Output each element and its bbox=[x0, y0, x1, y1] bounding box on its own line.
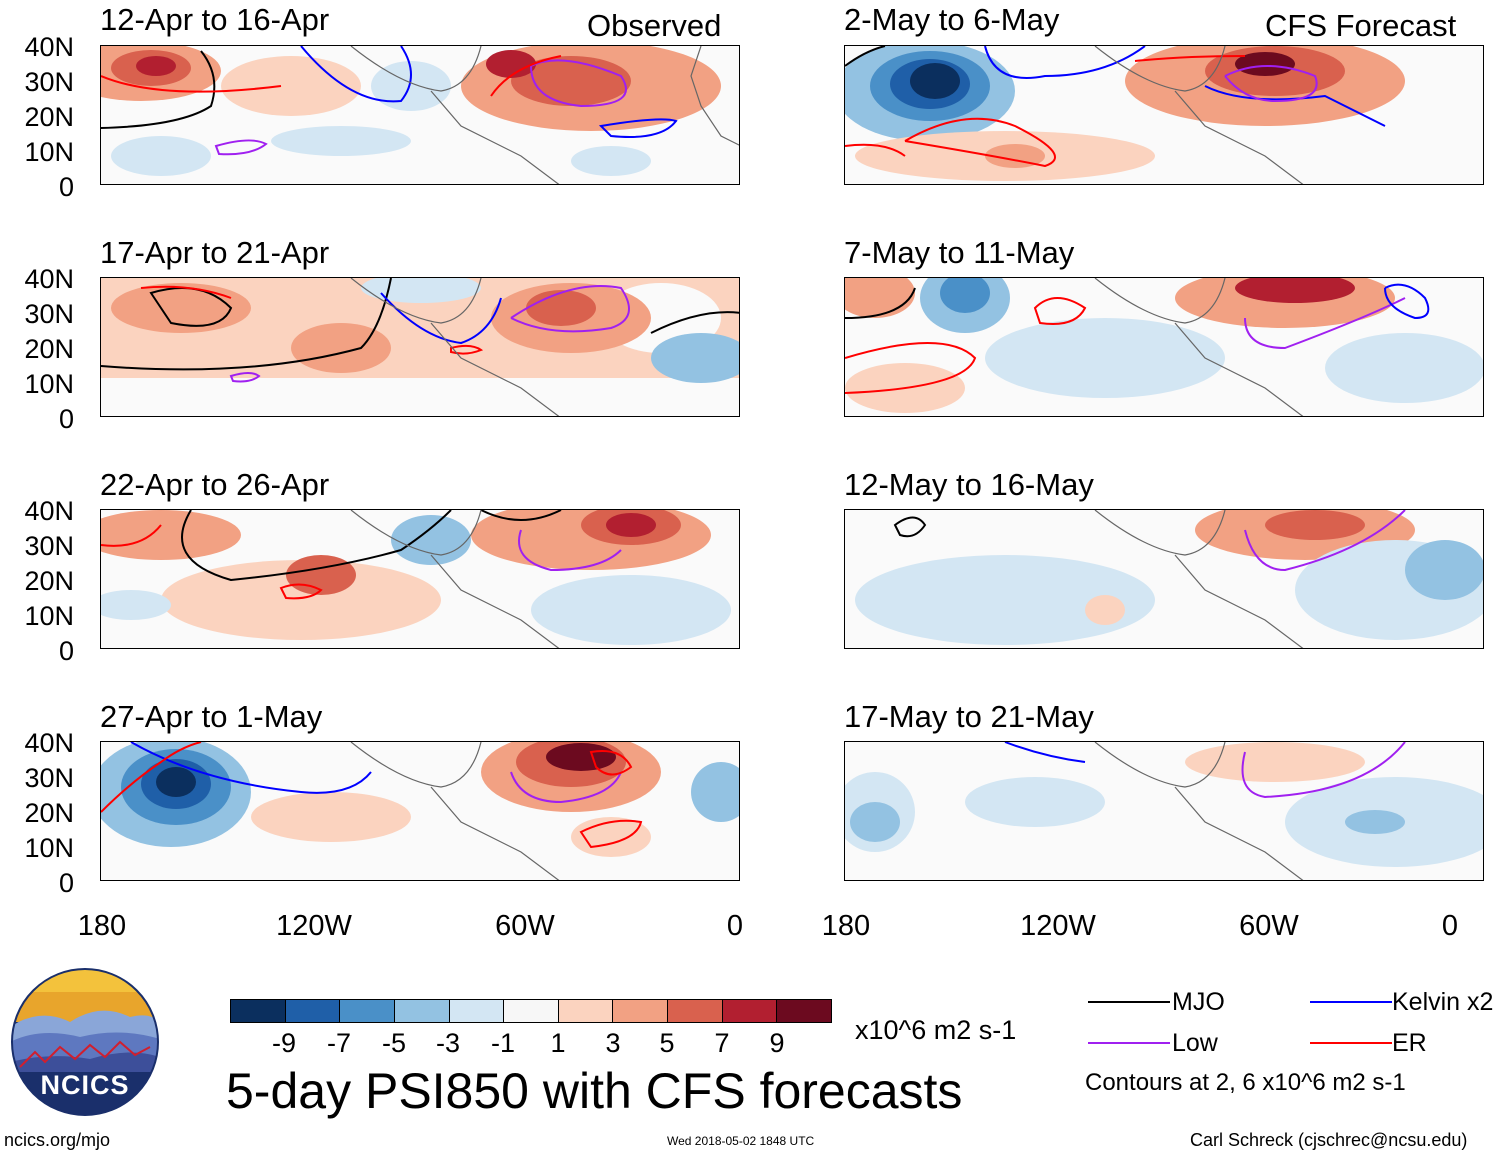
lon-label-observed-0: 0 bbox=[726, 910, 744, 942]
lon-label-forecast-120w: 120W bbox=[1020, 910, 1096, 942]
legend-label-low: Low bbox=[1172, 1029, 1218, 1057]
legend-note: Contours at 2, 6 x10^6 m2 s-1 bbox=[1085, 1069, 1406, 1096]
colorbar-swatch bbox=[558, 1000, 614, 1022]
lat-label: 10N bbox=[24, 137, 74, 167]
colorbar-tick: 3 bbox=[605, 1028, 621, 1058]
colorbar-swatch bbox=[722, 1000, 778, 1022]
forecast-panel-2-title: 7-May to 11-May bbox=[844, 235, 1075, 270]
figure-title: 5-day PSI850 with CFS forecasts bbox=[226, 1063, 963, 1119]
colorbar-swatch bbox=[504, 1000, 559, 1022]
legend-line-mjo bbox=[1088, 1001, 1170, 1003]
colorbar-tick: -9 bbox=[271, 1028, 296, 1058]
forecast-map-2 bbox=[844, 277, 1484, 417]
observed-panel-3-title: 22-Apr to 26-Apr bbox=[100, 467, 330, 502]
forecast-panel-4-title: 17-May to 21-May bbox=[844, 699, 1094, 734]
colorbar-swatch bbox=[340, 1000, 395, 1022]
colorbar bbox=[230, 999, 832, 1023]
lat-label: 0 bbox=[58, 172, 74, 202]
colorbar-tick: -3 bbox=[435, 1028, 460, 1058]
lon-label-forecast-60w: 60W bbox=[1239, 910, 1299, 942]
colorbar-swatch bbox=[394, 1000, 450, 1022]
lat-label: 20N bbox=[24, 566, 74, 596]
lat-label: 10N bbox=[24, 369, 74, 399]
colorbar-swatch bbox=[668, 1000, 723, 1022]
forecast-map-3 bbox=[844, 509, 1484, 649]
lat-label: 0 bbox=[58, 404, 74, 434]
colorbar-tick: -1 bbox=[490, 1028, 515, 1058]
lat-label: 0 bbox=[58, 636, 74, 666]
colorbar-swatch bbox=[231, 1000, 286, 1022]
forecast-map-1 bbox=[844, 45, 1484, 185]
footer-credit: Carl Schreck (cjschrec@ncsu.edu) bbox=[1190, 1130, 1468, 1150]
lat-label: 20N bbox=[24, 102, 74, 132]
lat-label: 20N bbox=[24, 798, 74, 828]
lat-label: 40N bbox=[24, 32, 74, 62]
ncics-logo: NCICS bbox=[10, 967, 160, 1117]
legend-line-kelvin bbox=[1310, 1001, 1392, 1003]
legend-label-er: ER bbox=[1392, 1029, 1427, 1057]
lat-label: 30N bbox=[24, 299, 74, 329]
colorbar-units: x10^6 m2 s-1 bbox=[855, 1015, 1017, 1045]
observed-map-3 bbox=[100, 509, 740, 649]
forecast-panel-3-title: 12-May to 16-May bbox=[844, 467, 1094, 502]
observed-map-4 bbox=[100, 741, 740, 881]
lon-label-forecast-180: 180 bbox=[821, 910, 871, 942]
forecast-panel-1-title: 2-May to 6-May bbox=[844, 2, 1060, 37]
legend-label-kelvin: Kelvin x2 bbox=[1392, 988, 1494, 1016]
colorbar-tick: 9 bbox=[769, 1028, 785, 1058]
colorbar-swatch bbox=[285, 1000, 341, 1022]
observed-map-1 bbox=[100, 45, 740, 185]
observed-map-2 bbox=[100, 277, 740, 417]
legend-label-mjo: MJO bbox=[1172, 988, 1225, 1016]
colorbar-tick: -7 bbox=[326, 1028, 351, 1058]
lat-label: 30N bbox=[24, 763, 74, 793]
logo-text: NCICS bbox=[40, 1070, 130, 1100]
colorbar-tick: 1 bbox=[550, 1028, 566, 1058]
lat-label: 0 bbox=[58, 868, 74, 898]
lat-label: 40N bbox=[24, 728, 74, 758]
lon-label-observed-120w: 120W bbox=[276, 910, 352, 942]
legend-line-low bbox=[1088, 1042, 1170, 1044]
colorbar-tick: 5 bbox=[659, 1028, 675, 1058]
footer-timestamp: Wed 2018-05-02 1848 UTC bbox=[667, 1134, 815, 1148]
lon-label-observed-180: 180 bbox=[77, 910, 127, 942]
colorbar-swatch bbox=[777, 1000, 832, 1022]
lat-label: 10N bbox=[24, 833, 74, 863]
colorbar-swatch bbox=[613, 1000, 669, 1022]
lon-label-observed-60w: 60W bbox=[495, 910, 555, 942]
colorbar-tick: -5 bbox=[381, 1028, 406, 1058]
lat-label: 10N bbox=[24, 601, 74, 631]
forecast-map-4 bbox=[844, 741, 1484, 881]
colorbar-swatch bbox=[449, 1000, 505, 1022]
forecast-header: CFS Forecast bbox=[1265, 8, 1457, 43]
observed-panel-2-title: 17-Apr to 21-Apr bbox=[100, 235, 330, 270]
observed-panel-4-title: 27-Apr to 1-May bbox=[100, 699, 323, 734]
lat-label: 30N bbox=[24, 67, 74, 97]
footer-url: ncics.org/mjo bbox=[4, 1130, 111, 1150]
legend-line-er bbox=[1310, 1042, 1392, 1044]
lat-label: 30N bbox=[24, 531, 74, 561]
lat-label: 40N bbox=[24, 496, 74, 526]
colorbar-tick: 7 bbox=[714, 1028, 730, 1058]
lon-label-forecast-0: 0 bbox=[1441, 910, 1459, 942]
observed-header: Observed bbox=[587, 8, 722, 43]
observed-panel-1-title: 12-Apr to 16-Apr bbox=[100, 2, 330, 37]
lat-label: 40N bbox=[24, 264, 74, 294]
lat-label: 20N bbox=[24, 334, 74, 364]
